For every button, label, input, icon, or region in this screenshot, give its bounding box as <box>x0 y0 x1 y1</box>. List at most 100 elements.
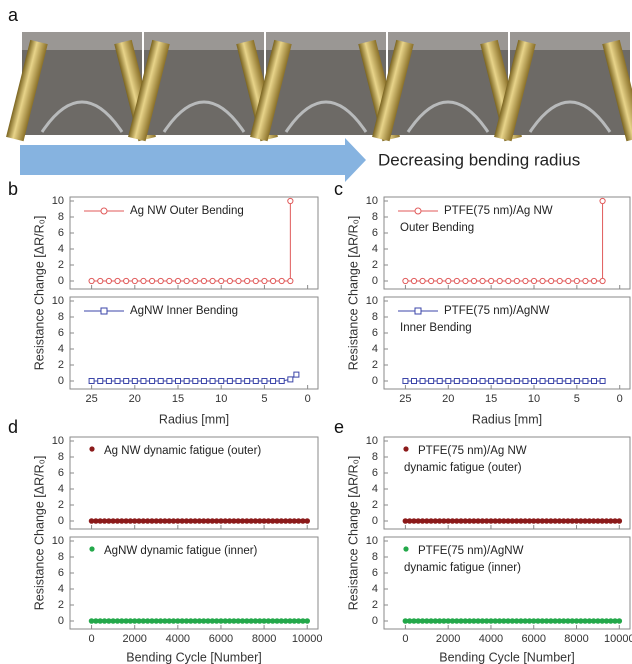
marker <box>505 277 512 285</box>
marker <box>402 277 409 285</box>
legend-label: PTFE(75 nm)/Ag NW <box>444 205 553 217</box>
x-tick-label: 4000 <box>479 633 503 645</box>
point <box>144 518 151 524</box>
legend-label: dynamic fatigue (outer) <box>404 462 522 474</box>
marker <box>287 277 294 285</box>
marker <box>97 378 104 384</box>
y-tick-label: 10 <box>52 195 64 207</box>
marker <box>548 378 555 384</box>
point <box>578 518 584 524</box>
y-tick-label: 8 <box>58 451 64 463</box>
point <box>252 518 259 524</box>
point <box>513 518 520 524</box>
marker <box>287 197 294 205</box>
point <box>183 518 190 524</box>
point <box>548 518 554 524</box>
point <box>213 618 220 624</box>
marker <box>599 378 606 384</box>
marker <box>539 378 546 384</box>
point <box>291 618 298 624</box>
marker <box>428 378 435 384</box>
point <box>304 618 311 624</box>
point <box>432 518 439 524</box>
point <box>432 618 439 624</box>
marker <box>148 277 156 285</box>
plot-frame <box>69 436 319 530</box>
marker <box>226 378 233 384</box>
x-tick-label: 0 <box>617 393 623 405</box>
y-tick-label: 10 <box>52 295 64 307</box>
point <box>466 518 473 524</box>
y-tick-label: 4 <box>372 343 378 355</box>
point <box>200 518 207 524</box>
point <box>569 618 576 624</box>
y-tick-label: 8 <box>372 551 378 563</box>
x-tick-label: 6000 <box>209 633 233 645</box>
point <box>274 618 280 624</box>
x-tick-label: 5 <box>574 393 580 405</box>
panel-label: e <box>334 417 344 437</box>
point <box>590 518 597 524</box>
y-tick-label: 2 <box>58 599 64 611</box>
point <box>269 618 276 624</box>
point <box>419 518 426 524</box>
point <box>209 618 216 624</box>
marker <box>269 277 277 285</box>
marker <box>192 378 199 384</box>
legend-label: AgNW Inner Bending <box>130 305 238 317</box>
y-tick-label: 10 <box>52 535 64 547</box>
point <box>131 518 138 524</box>
point <box>518 618 524 624</box>
point <box>287 518 293 524</box>
marker <box>556 378 563 384</box>
photo <box>492 30 632 143</box>
y-tick-label: 8 <box>58 551 64 563</box>
point <box>244 618 250 624</box>
point <box>278 618 285 624</box>
point <box>205 618 211 624</box>
point <box>282 618 289 624</box>
legend-marker <box>89 546 95 552</box>
marker <box>123 378 130 384</box>
point <box>110 618 116 624</box>
marker <box>166 378 173 384</box>
panel-label: c <box>334 179 343 199</box>
y-tick-label: 6 <box>372 467 378 479</box>
x-tick-label: 25 <box>399 393 411 405</box>
marker <box>278 378 285 384</box>
point <box>535 618 541 624</box>
marker <box>261 378 268 384</box>
point <box>488 518 494 524</box>
y-axis-label: Resistance Change [ΔR/R₀] <box>346 456 360 611</box>
panel-label: b <box>8 179 18 199</box>
marker <box>200 378 207 384</box>
marker <box>140 378 147 384</box>
point <box>256 518 263 524</box>
point <box>569 518 576 524</box>
point <box>149 618 155 624</box>
point <box>411 618 417 624</box>
point <box>509 518 516 524</box>
marker <box>565 378 572 384</box>
x-tick-label: 2000 <box>436 633 460 645</box>
y-tick-label: 4 <box>58 483 64 495</box>
x-tick-label: 8000 <box>564 633 588 645</box>
y-tick-label: 8 <box>58 311 64 323</box>
point <box>248 618 254 624</box>
marker <box>428 277 435 285</box>
point <box>304 518 311 524</box>
point <box>415 618 422 624</box>
point <box>582 618 588 624</box>
point <box>127 518 134 524</box>
legend-marker <box>403 546 409 552</box>
plot-frame <box>69 536 319 630</box>
point <box>118 518 125 524</box>
y-tick-label: 2 <box>58 499 64 511</box>
panel-label: d <box>8 417 18 437</box>
point <box>282 518 289 524</box>
legend-label: PTFE(75 nm)/AgNW <box>418 545 524 557</box>
point <box>183 618 190 624</box>
marker <box>496 277 503 285</box>
point <box>252 618 259 624</box>
marker <box>470 277 478 285</box>
